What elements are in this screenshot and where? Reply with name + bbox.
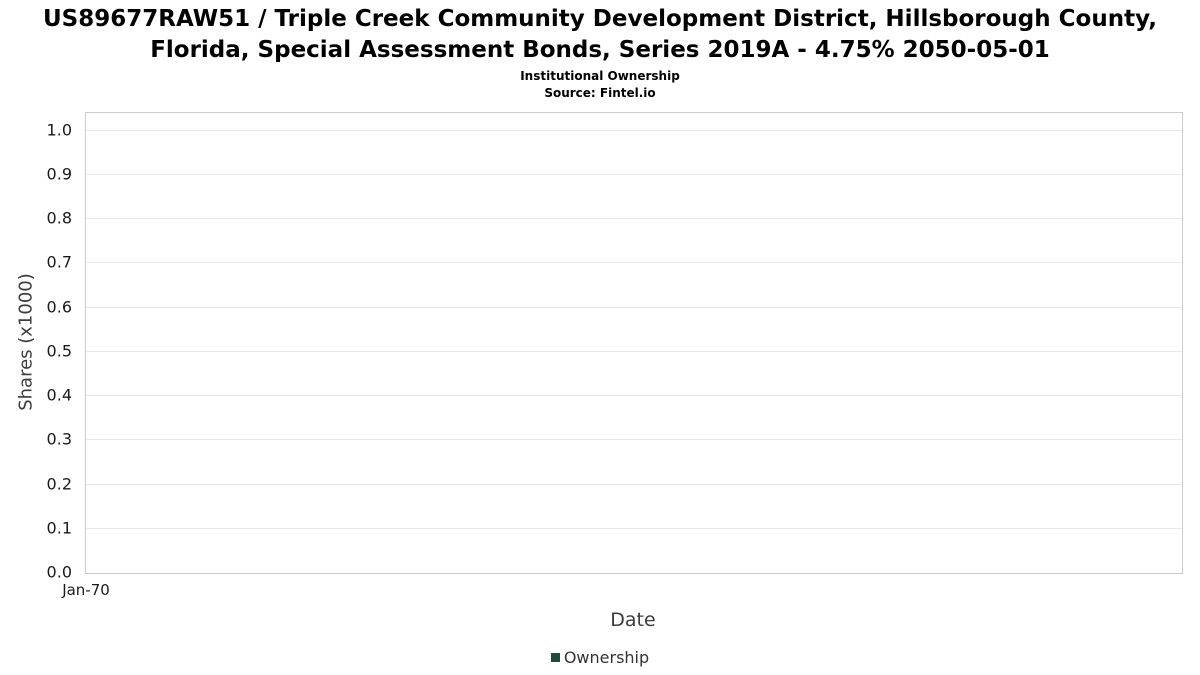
x-axis-title: Date <box>610 609 656 631</box>
gridline <box>86 262 1182 264</box>
y-tick-label: 0.2 <box>46 474 72 494</box>
y-tick-label: 0.4 <box>46 385 72 405</box>
y-tick-label: 1.0 <box>46 120 72 140</box>
y-tick-label: 0.3 <box>46 429 72 449</box>
gridline <box>86 306 1182 308</box>
y-tick-label: 0.0 <box>46 562 72 582</box>
y-tick-label: 0.5 <box>46 341 72 361</box>
gridline <box>86 527 1182 529</box>
chart-source: Source: Fintel.io <box>544 86 656 100</box>
y-tick-label: 0.6 <box>46 297 72 317</box>
chart-subtitle: Institutional Ownership <box>520 69 680 83</box>
gridline <box>86 439 1182 441</box>
legend-marker-ownership-icon <box>550 653 560 662</box>
y-axis-ticks: 0.0 0.1 0.2 0.3 0.4 0.5 0.6 0.7 0.8 0.9 1.0 <box>0 112 78 581</box>
gridline <box>86 350 1182 352</box>
plot-area <box>85 112 1183 574</box>
gridline <box>86 395 1182 397</box>
gridline <box>86 218 1182 220</box>
legend-label-ownership: Ownership <box>563 648 650 667</box>
legend: Ownership <box>0 648 1200 667</box>
chart-title: US89677RAW51 / Triple Creek Community De… <box>42 6 1158 64</box>
gridline <box>86 483 1182 485</box>
x-tick-label: Jan-70 <box>62 581 110 599</box>
y-tick-label: 0.1 <box>46 518 72 538</box>
gridline <box>86 173 1182 175</box>
y-tick-label: 0.7 <box>46 252 72 272</box>
y-tick-label: 0.8 <box>46 208 72 228</box>
y-tick-label: 0.9 <box>46 164 72 184</box>
gridline <box>86 129 1182 131</box>
